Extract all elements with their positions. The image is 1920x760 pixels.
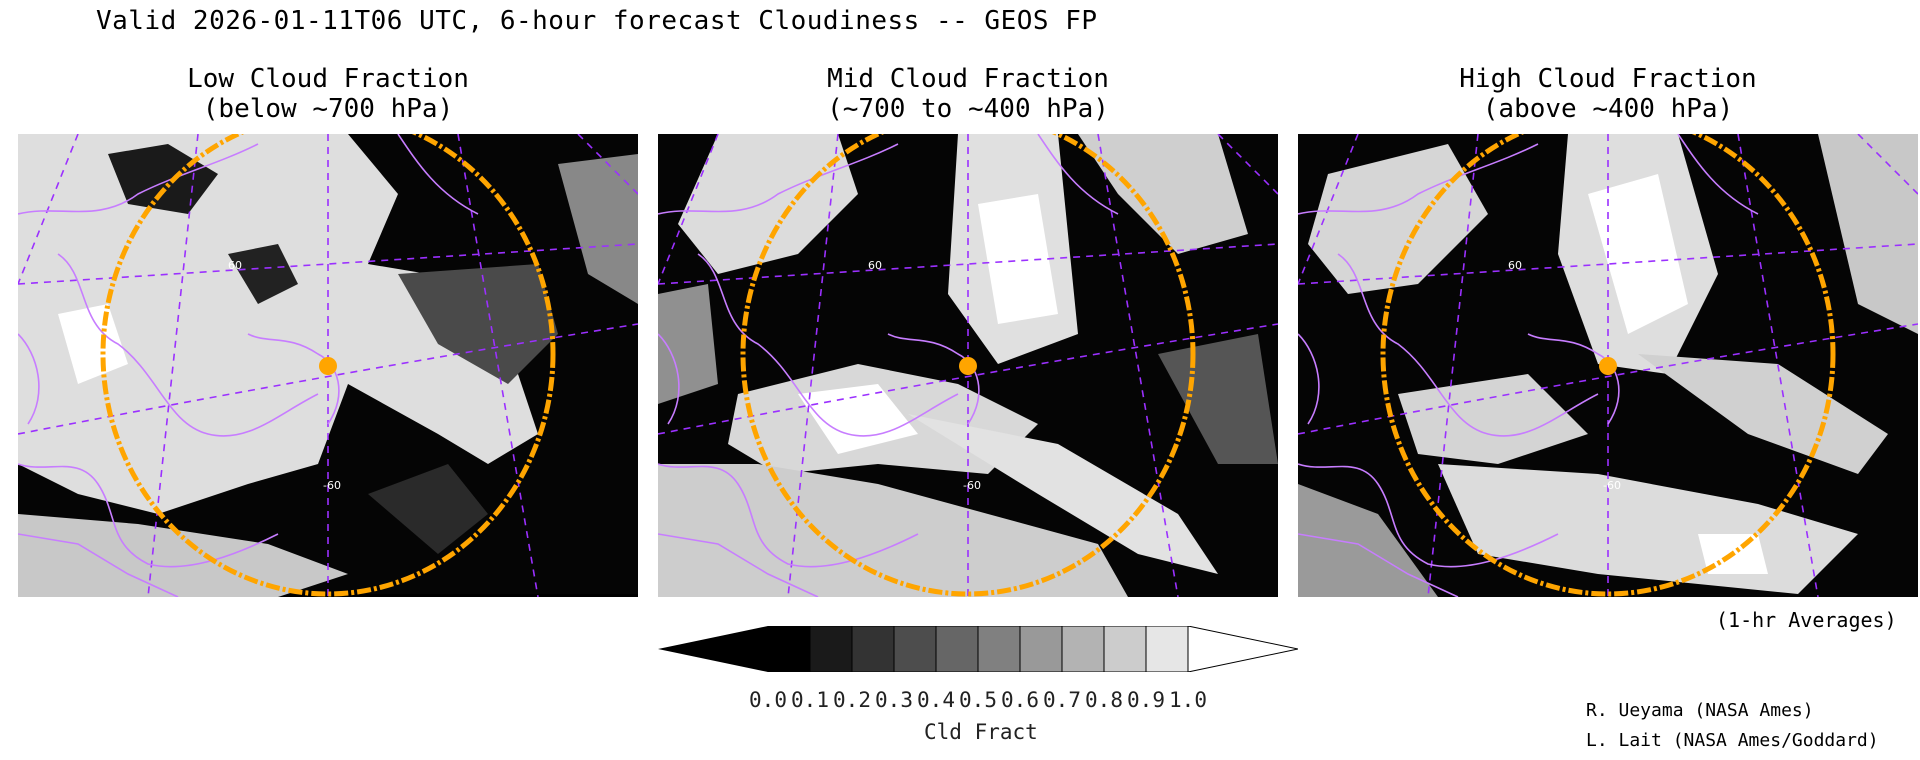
location-marker [1599,357,1617,375]
colorbar-tick-label: 0.7 [1043,688,1081,712]
location-marker [319,357,337,375]
map-panel-high: 60 -60 [1298,134,1918,597]
colorbar-swatch [809,626,853,672]
latitude-label: 60 [1508,259,1522,272]
colorbar-tick-label: 0.0 [749,688,787,712]
map-panel-low: 60 -60 [18,134,638,597]
panel-title-line2: (~700 to ~400 hPa) [827,94,1109,124]
colorbar-tick-label: 0.5 [959,688,997,712]
panel-title-high: High Cloud Fraction (above ~400 hPa) [1298,64,1918,124]
panel-title-low: Low Cloud Fraction (below ~700 hPa) [18,64,638,124]
colorbar-extend-high [1187,626,1298,672]
colorbar-swatch [977,626,1021,672]
coastlines [1298,134,1759,597]
colorbar-swatch [767,626,811,672]
colorbar-swatch [1061,626,1105,672]
colorbar-swatch [935,626,979,672]
colorbar-swatch [1145,626,1189,672]
colorbar-tick-label: 1.0 [1169,688,1207,712]
colorbar-extend-low [658,626,768,672]
colorbar-tick-labels: 0.0 0.1 0.2 0.3 0.4 0.5 0.6 0.7 0.8 0.9 1.0 [0,688,1920,714]
panel-title-line2: (above ~400 hPa) [1482,94,1734,124]
credit-line-2: L. Lait (NASA Ames/Goddard) [1586,730,1879,751]
panel-title-line1: Mid Cloud Fraction [827,64,1109,94]
colorbar-swatch [1103,626,1147,672]
panel-title-line1: High Cloud Fraction [1459,64,1757,94]
location-marker [959,357,977,375]
colorbar-tick-label: 0.2 [833,688,871,712]
map-panel-mid: 60 -60 [658,134,1278,597]
panel-title-line2: (below ~700 hPa) [202,94,454,124]
colorbar-tick-label: 0.1 [791,688,829,712]
colorbar-swatch [893,626,937,672]
credits: R. Ueyama (NASA Ames) L. Lait (NASA Ames… [1586,696,1879,756]
colorbar-swatch [1019,626,1063,672]
range-ring [740,134,1196,597]
credit-line-1: R. Ueyama (NASA Ames) [1586,700,1814,721]
longitude-label: -60 [1603,479,1621,492]
averaging-note: (1-hr Averages) [1716,608,1897,632]
colorbar-tick-label: 0.8 [1085,688,1123,712]
colorbar-swatch [851,626,895,672]
colorbar-tick-label: 0.6 [1001,688,1039,712]
panel-title-line1: Low Cloud Fraction [187,64,469,94]
range-ring [100,134,556,597]
colorbar-tick-label: 0.9 [1127,688,1165,712]
colorbar-unit-label: Cld Fract [924,720,1038,744]
longitude-label: -60 [963,479,981,492]
latitude-label: 60 [868,259,882,272]
range-ring [1380,134,1836,597]
cloud-field [18,134,638,597]
coastlines [18,134,479,597]
colorbar-tick-label: 0.4 [917,688,955,712]
coastlines [658,134,1119,597]
panel-title-mid: Mid Cloud Fraction (~700 to ~400 hPa) [658,64,1278,124]
colorbar [658,626,1298,672]
longitude-label: -60 [323,479,341,492]
latitude-label: 60 [228,259,242,272]
colorbar-tick-label: 0.3 [875,688,913,712]
main-title: Valid 2026-01-11T06 UTC, 6-hour forecast… [96,6,1098,36]
